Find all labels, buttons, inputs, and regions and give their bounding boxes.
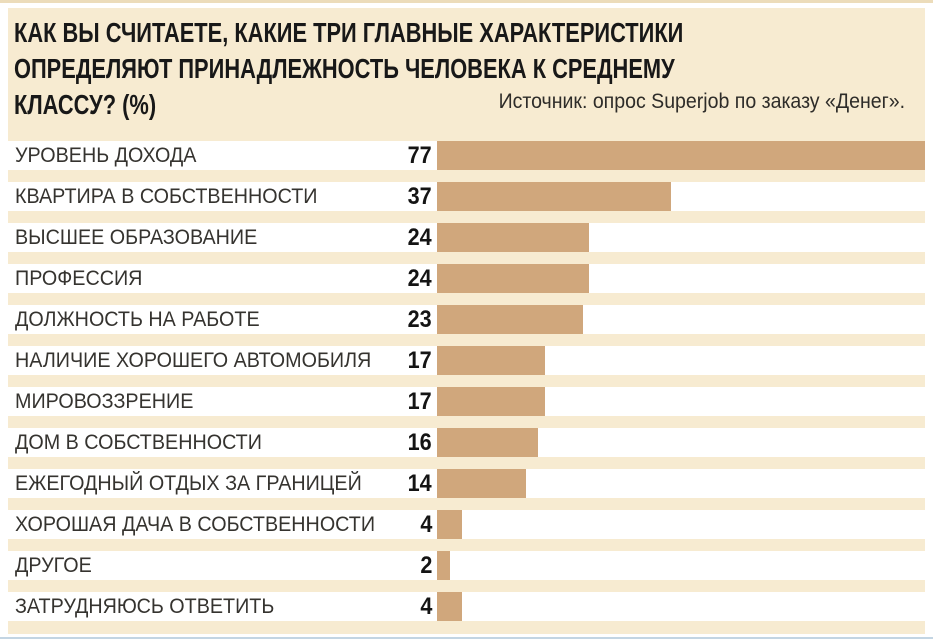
value-label: 17 [407, 347, 432, 374]
category-label: МИРОВОЗЗРЕНИЕ [15, 390, 194, 413]
value-label: 4 [419, 511, 432, 538]
value-label: 14 [407, 470, 432, 497]
bar [437, 264, 589, 293]
value-label: 24 [407, 265, 432, 292]
value-label: 77 [407, 142, 432, 169]
value-label: 23 [407, 306, 432, 333]
chart-row: ДОМ В СОБСТВЕННОСТИ 16 [8, 428, 925, 457]
bar [437, 428, 538, 457]
chart-title-line: КЛАССУ? (%) [14, 89, 157, 120]
category-label: ВЫСШЕЕ ОБРАЗОВАНИЕ [15, 226, 258, 249]
category-label: ЕЖЕГОДНЫЙ ОТДЫХ ЗА ГРАНИЦЕЙ [15, 472, 362, 495]
chart-row: ДРУГОЕ 2 [8, 551, 925, 580]
bar [437, 551, 450, 580]
category-label: ДРУГОЕ [15, 554, 92, 577]
chart-row: КВАРТИРА В СОБСТВЕННОСТИ 37 [8, 182, 925, 211]
bar [437, 182, 671, 211]
category-label: ДОМ В СОБСТВЕННОСТИ [15, 431, 262, 454]
value-label: 2 [419, 552, 432, 579]
chart-row: ЗАТРУДНЯЮСЬ ОТВЕТИТЬ 4 [8, 592, 925, 621]
chart-title-line: ОПРЕДЕЛЯЮТ ПРИНАДЛЕЖНОСТЬ ЧЕЛОВЕКА К СРЕ… [14, 53, 675, 84]
chart-row: ЕЖЕГОДНЫЙ ОТДЫХ ЗА ГРАНИЦЕЙ 14 [8, 469, 925, 498]
bar [437, 592, 462, 621]
chart-row: ПРОФЕССИЯ 24 [8, 264, 925, 293]
chart-row: ВЫСШЕЕ ОБРАЗОВАНИЕ 24 [8, 223, 925, 252]
value-label: 4 [419, 593, 432, 620]
bar [437, 510, 462, 539]
chart-row: ХОРОШАЯ ДАЧА В СОБСТВЕННОСТИ 4 [8, 510, 925, 539]
category-label: ПРОФЕССИЯ [15, 267, 143, 290]
value-label: 24 [407, 224, 432, 251]
chart-row: НАЛИЧИЕ ХОРОШЕГО АВТОМОБИЛЯ 17 [8, 346, 925, 375]
top-divider-rule [0, 0, 933, 3]
category-label: КВАРТИРА В СОБСТВЕННОСТИ [15, 185, 318, 208]
bar [437, 387, 545, 416]
category-label: НАЛИЧИЕ ХОРОШЕГО АВТОМОБИЛЯ [15, 349, 372, 372]
source-caption: Источник: опрос Superjob по заказу «Дене… [498, 90, 905, 113]
chart-title-line: КАК ВЫ СЧИТАЕТЕ, КАКИЕ ТРИ ГЛАВНЫЕ ХАРАК… [14, 17, 684, 48]
value-label: 16 [407, 429, 432, 456]
chart-panel: КАК ВЫ СЧИТАЕТЕ, КАКИЕ ТРИ ГЛАВНЫЕ ХАРАК… [8, 8, 925, 634]
chart-row: ДОЛЖНОСТЬ НА РАБОТЕ 23 [8, 305, 925, 334]
category-label: ДОЛЖНОСТЬ НА РАБОТЕ [15, 308, 260, 331]
bar [437, 223, 589, 252]
bar [437, 305, 583, 334]
bar-chart: УРОВЕНЬ ДОХОДА 77 КВАРТИРА В СОБСТВЕННОСТИ… [8, 141, 925, 633]
value-label: 17 [407, 388, 432, 415]
bar [437, 469, 526, 498]
chart-row: МИРОВОЗЗРЕНИЕ 17 [8, 387, 925, 416]
category-label: ХОРОШАЯ ДАЧА В СОБСТВЕННОСТИ [15, 513, 376, 536]
chart-title: КАК ВЫ СЧИТАЕТЕ, КАКИЕ ТРИ ГЛАВНЫЕ ХАРАК… [14, 15, 872, 123]
bar [437, 346, 545, 375]
bar [437, 141, 925, 170]
bottom-divider-rule [0, 637, 933, 639]
chart-row: УРОВЕНЬ ДОХОДА 77 [8, 141, 925, 170]
value-label: 37 [407, 183, 432, 210]
category-label: УРОВЕНЬ ДОХОДА [15, 144, 197, 167]
category-label: ЗАТРУДНЯЮСЬ ОТВЕТИТЬ [15, 595, 275, 618]
